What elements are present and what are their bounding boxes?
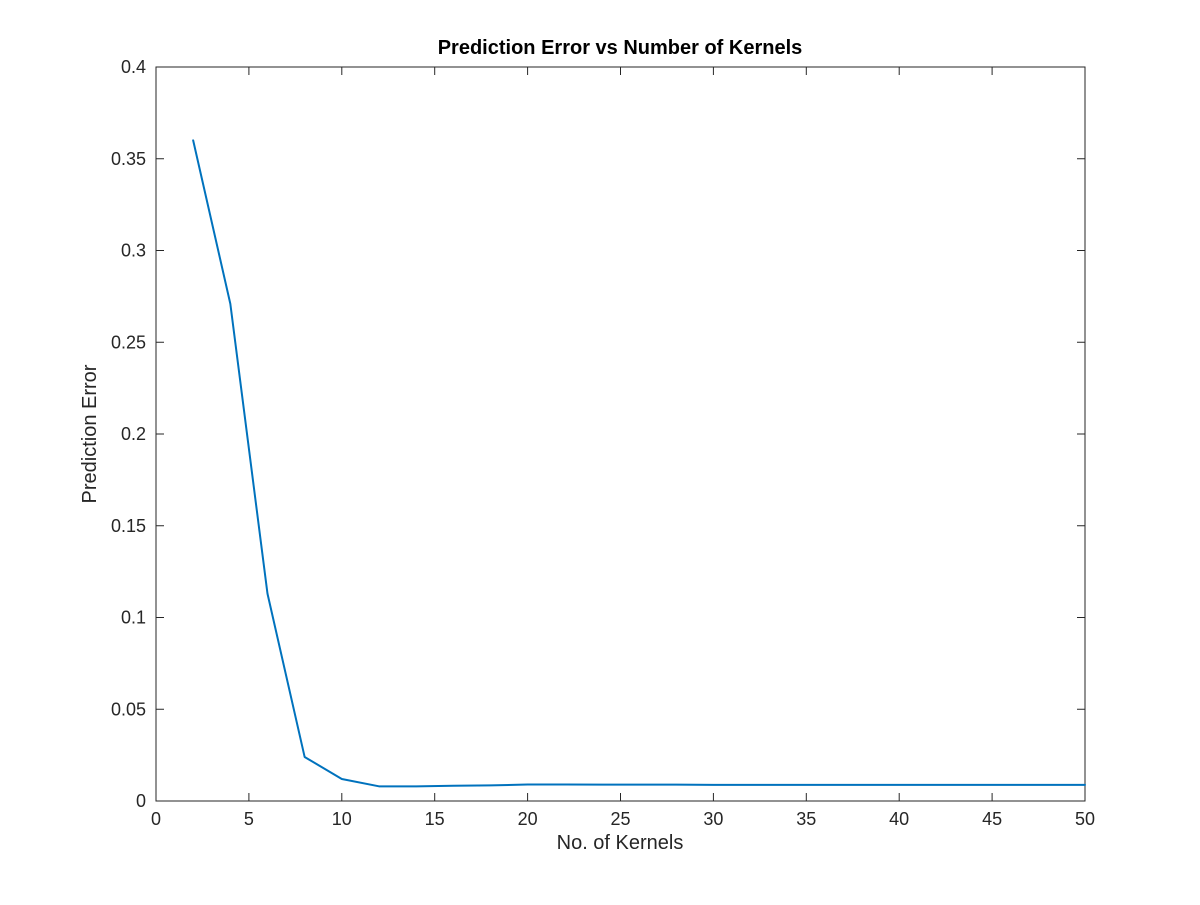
series-line xyxy=(192,139,1086,788)
x-tick-label: 30 xyxy=(703,809,723,829)
y-tick-label: 0.2 xyxy=(121,424,146,444)
x-tick-label: 10 xyxy=(332,809,352,829)
x-tick-label: 50 xyxy=(1075,809,1095,829)
axes xyxy=(155,66,1086,802)
x-tick-label: 25 xyxy=(610,809,630,829)
x-tick-label: 15 xyxy=(425,809,445,829)
x-tick-label: 0 xyxy=(151,809,161,829)
y-tick-label: 0.1 xyxy=(121,608,146,628)
y-axis-label: Prediction Error xyxy=(79,364,101,503)
y-tick-label: 0.4 xyxy=(121,57,146,77)
series-group xyxy=(192,139,1086,788)
y-tick-label: 0 xyxy=(136,791,146,811)
x-tick-label: 5 xyxy=(244,809,254,829)
ticks: 0 5 10 15 20 25 30 35 40 45 50 0 0.05 0.1 0.15 0.2 0.25 0… xyxy=(111,57,1095,829)
y-tick-label: 0.25 xyxy=(111,332,146,352)
x-tick-label: 20 xyxy=(518,809,538,829)
x-tick-label: 35 xyxy=(796,809,816,829)
y-tick-label: 0.35 xyxy=(111,149,146,169)
chart-title: Prediction Error vs Number of Kernels xyxy=(438,37,803,59)
y-tick-label: 0.3 xyxy=(121,241,146,261)
x-tick-label: 40 xyxy=(889,809,909,829)
y-tick-label: 0.15 xyxy=(111,516,146,536)
plot-frame xyxy=(155,66,1086,802)
y-tick-label: 0.05 xyxy=(111,699,146,719)
x-tick-label: 45 xyxy=(982,809,1002,829)
x-axis-label: No. of Kernels xyxy=(557,832,684,854)
